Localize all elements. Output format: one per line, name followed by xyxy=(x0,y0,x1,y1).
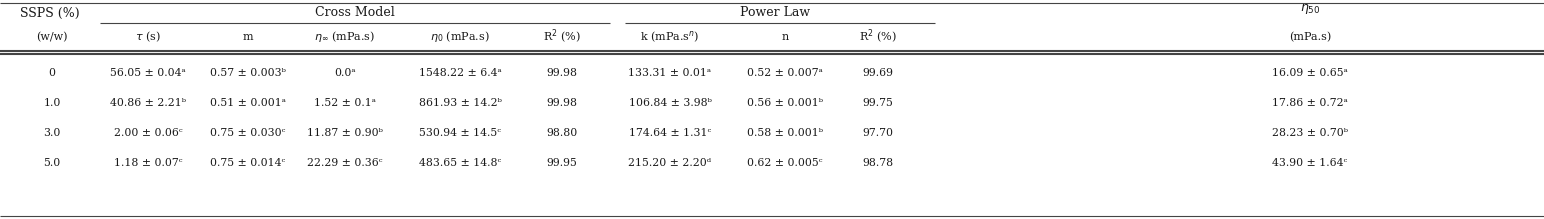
Text: 1.52 ± 0.1ᵃ: 1.52 ± 0.1ᵃ xyxy=(313,98,377,108)
Text: 3.0: 3.0 xyxy=(43,128,60,138)
Text: $\eta_0$ (mPa.s): $\eta_0$ (mPa.s) xyxy=(431,30,489,44)
Text: 174.64 ± 1.31ᶜ: 174.64 ± 1.31ᶜ xyxy=(628,128,712,138)
Text: SSPS (%): SSPS (%) xyxy=(20,7,80,19)
Text: 0.75 ± 0.030ᶜ: 0.75 ± 0.030ᶜ xyxy=(210,128,286,138)
Text: 133.31 ± 0.01ᵃ: 133.31 ± 0.01ᵃ xyxy=(628,68,712,78)
Text: 0.52 ± 0.007ᵃ: 0.52 ± 0.007ᵃ xyxy=(747,68,823,78)
Text: R$^2$ (%): R$^2$ (%) xyxy=(858,28,897,46)
Text: (mPa.s): (mPa.s) xyxy=(1289,32,1331,42)
Text: 28.23 ± 0.70ᵇ: 28.23 ± 0.70ᵇ xyxy=(1272,128,1348,138)
Text: (w/w): (w/w) xyxy=(36,32,68,42)
Text: 0.58 ± 0.001ᵇ: 0.58 ± 0.001ᵇ xyxy=(747,128,823,138)
Text: 0.0ᵃ: 0.0ᵃ xyxy=(334,68,355,78)
Text: m: m xyxy=(242,32,253,42)
Text: 98.80: 98.80 xyxy=(547,128,577,138)
Text: 2.00 ± 0.06ᶜ: 2.00 ± 0.06ᶜ xyxy=(114,128,182,138)
Text: Power Law: Power Law xyxy=(740,7,811,19)
Text: Cross Model: Cross Model xyxy=(315,7,395,19)
Text: 22.29 ± 0.36ᶜ: 22.29 ± 0.36ᶜ xyxy=(307,158,383,168)
Text: 97.70: 97.70 xyxy=(863,128,894,138)
Text: 5.0: 5.0 xyxy=(43,158,60,168)
Text: 16.09 ± 0.65ᵃ: 16.09 ± 0.65ᵃ xyxy=(1272,68,1348,78)
Text: 1548.22 ± 6.4ᵃ: 1548.22 ± 6.4ᵃ xyxy=(418,68,502,78)
Text: 483.65 ± 14.8ᶜ: 483.65 ± 14.8ᶜ xyxy=(418,158,502,168)
Text: 99.98: 99.98 xyxy=(547,98,577,108)
Text: 1.0: 1.0 xyxy=(43,98,60,108)
Text: 0.62 ± 0.005ᶜ: 0.62 ± 0.005ᶜ xyxy=(747,158,823,168)
Text: R$^2$ (%): R$^2$ (%) xyxy=(543,28,581,46)
Text: 530.94 ± 14.5ᶜ: 530.94 ± 14.5ᶜ xyxy=(418,128,500,138)
Text: $\tau$ (s): $\tau$ (s) xyxy=(134,30,161,44)
Text: 0.75 ± 0.014ᶜ: 0.75 ± 0.014ᶜ xyxy=(210,158,286,168)
Text: n: n xyxy=(781,32,789,42)
Text: 56.05 ± 0.04ᵃ: 56.05 ± 0.04ᵃ xyxy=(110,68,185,78)
Text: $\eta_{50}$: $\eta_{50}$ xyxy=(1300,2,1320,16)
Text: 0.57 ± 0.003ᵇ: 0.57 ± 0.003ᵇ xyxy=(210,68,286,78)
Text: 99.95: 99.95 xyxy=(547,158,577,168)
Text: 98.78: 98.78 xyxy=(863,158,894,168)
Text: 106.84 ± 3.98ᵇ: 106.84 ± 3.98ᵇ xyxy=(628,98,712,108)
Text: $\eta_\infty$ (mPa.s): $\eta_\infty$ (mPa.s) xyxy=(315,30,375,44)
Text: 43.90 ± 1.64ᶜ: 43.90 ± 1.64ᶜ xyxy=(1272,158,1348,168)
Text: 0.56 ± 0.001ᵇ: 0.56 ± 0.001ᵇ xyxy=(747,98,823,108)
Text: 0.51 ± 0.001ᵃ: 0.51 ± 0.001ᵃ xyxy=(210,98,286,108)
Text: 0: 0 xyxy=(48,68,56,78)
Text: 17.86 ± 0.72ᵃ: 17.86 ± 0.72ᵃ xyxy=(1272,98,1348,108)
Text: 215.20 ± 2.20ᵈ: 215.20 ± 2.20ᵈ xyxy=(628,158,712,168)
Text: 40.86 ± 2.21ᵇ: 40.86 ± 2.21ᵇ xyxy=(110,98,185,108)
Text: 99.98: 99.98 xyxy=(547,68,577,78)
Text: 11.87 ± 0.90ᵇ: 11.87 ± 0.90ᵇ xyxy=(307,128,383,138)
Text: k (mPa.s$^n$): k (mPa.s$^n$) xyxy=(641,30,699,44)
Text: 99.69: 99.69 xyxy=(863,68,894,78)
Text: 99.75: 99.75 xyxy=(863,98,894,108)
Text: 861.93 ± 14.2ᵇ: 861.93 ± 14.2ᵇ xyxy=(418,98,502,108)
Text: 1.18 ± 0.07ᶜ: 1.18 ± 0.07ᶜ xyxy=(114,158,182,168)
